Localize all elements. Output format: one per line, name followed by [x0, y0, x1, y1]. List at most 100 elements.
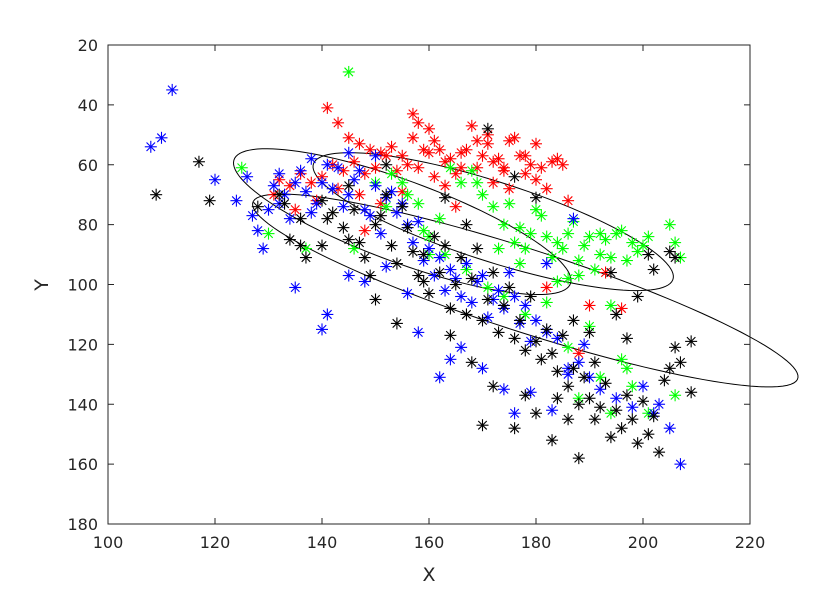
data-point [530, 407, 542, 420]
data-point [385, 140, 398, 153]
data-point [358, 224, 371, 237]
data-point [508, 131, 521, 144]
data-point [374, 227, 387, 240]
data-point [273, 167, 286, 180]
data-point [540, 296, 553, 309]
data-point [503, 182, 516, 195]
data-point [578, 371, 591, 384]
data-point [283, 233, 296, 246]
data-point [535, 161, 548, 174]
x-tick-label: 100 [93, 533, 124, 552]
y-tick-label: 180 [67, 515, 98, 534]
x-tick-label: 140 [307, 533, 338, 552]
data-point [471, 134, 484, 147]
data-point [530, 191, 542, 204]
data-point [530, 314, 542, 327]
data-point [604, 431, 617, 444]
data-point [342, 146, 355, 159]
data-point [299, 251, 312, 264]
data-point [610, 308, 623, 321]
data-point [567, 314, 580, 327]
data-point [262, 227, 275, 240]
data-point [332, 161, 345, 174]
x-tick-label: 180 [521, 533, 552, 552]
data-point [540, 323, 553, 336]
data-point [562, 272, 575, 285]
data-point [524, 290, 537, 303]
data-point [455, 161, 468, 174]
data-point [530, 137, 542, 150]
data-point [369, 161, 382, 174]
data-point [294, 212, 307, 225]
data-point [412, 116, 425, 129]
data-point [620, 254, 633, 267]
data-point [316, 239, 328, 252]
data-point [326, 182, 339, 195]
data-point [497, 383, 510, 396]
data-point [685, 335, 698, 348]
data-point [417, 275, 430, 288]
data-point [353, 164, 366, 177]
data-point [551, 365, 564, 378]
data-point [246, 209, 259, 222]
data-point [481, 293, 494, 306]
data-point [390, 257, 403, 270]
data-point [433, 212, 446, 225]
data-point [390, 317, 403, 330]
x-tick-label: 220 [735, 533, 766, 552]
data-point [406, 245, 419, 258]
data-point [305, 176, 318, 189]
data-point [497, 218, 510, 231]
data-point [155, 131, 168, 144]
data-point [481, 281, 494, 294]
data-point [471, 176, 484, 189]
data-point [433, 266, 446, 279]
data-point [406, 107, 419, 120]
data-point [321, 308, 334, 321]
data-point [417, 224, 430, 237]
data-point [588, 413, 601, 426]
data-point [503, 281, 516, 294]
data-point [642, 248, 655, 261]
x-tick-label: 120 [200, 533, 231, 552]
data-point [316, 323, 328, 336]
data-point [620, 332, 633, 345]
x-tick-label: 200 [628, 533, 659, 552]
y-tick-label: 20 [78, 36, 98, 55]
data-point [465, 272, 478, 285]
data-point [551, 392, 564, 405]
data-point [294, 239, 307, 252]
data-point [251, 200, 264, 213]
data-point [401, 287, 414, 300]
data-point [316, 194, 328, 207]
data-point [487, 200, 500, 213]
data-point [444, 161, 457, 174]
data-point [572, 254, 585, 267]
data-point [620, 362, 633, 375]
data-point [508, 422, 521, 435]
data-point [203, 194, 216, 207]
data-point [669, 236, 682, 249]
data-point [487, 380, 500, 393]
data-point [262, 203, 275, 216]
data-point [615, 422, 628, 435]
data-point [556, 158, 569, 171]
data-point [342, 131, 355, 144]
data-point [150, 188, 163, 201]
data-point [337, 221, 350, 234]
data-point [396, 200, 409, 213]
x-tick-label: 160 [414, 533, 445, 552]
data-point [412, 326, 425, 339]
data-point [449, 200, 462, 213]
data-point [631, 437, 644, 450]
data-point [492, 284, 505, 297]
data-point [316, 176, 328, 189]
data-point [348, 203, 361, 216]
data-point [583, 230, 596, 243]
data-point [428, 170, 441, 183]
data-point [465, 164, 478, 177]
data-point [669, 389, 682, 402]
data-point [476, 269, 489, 282]
data-point [412, 161, 425, 174]
